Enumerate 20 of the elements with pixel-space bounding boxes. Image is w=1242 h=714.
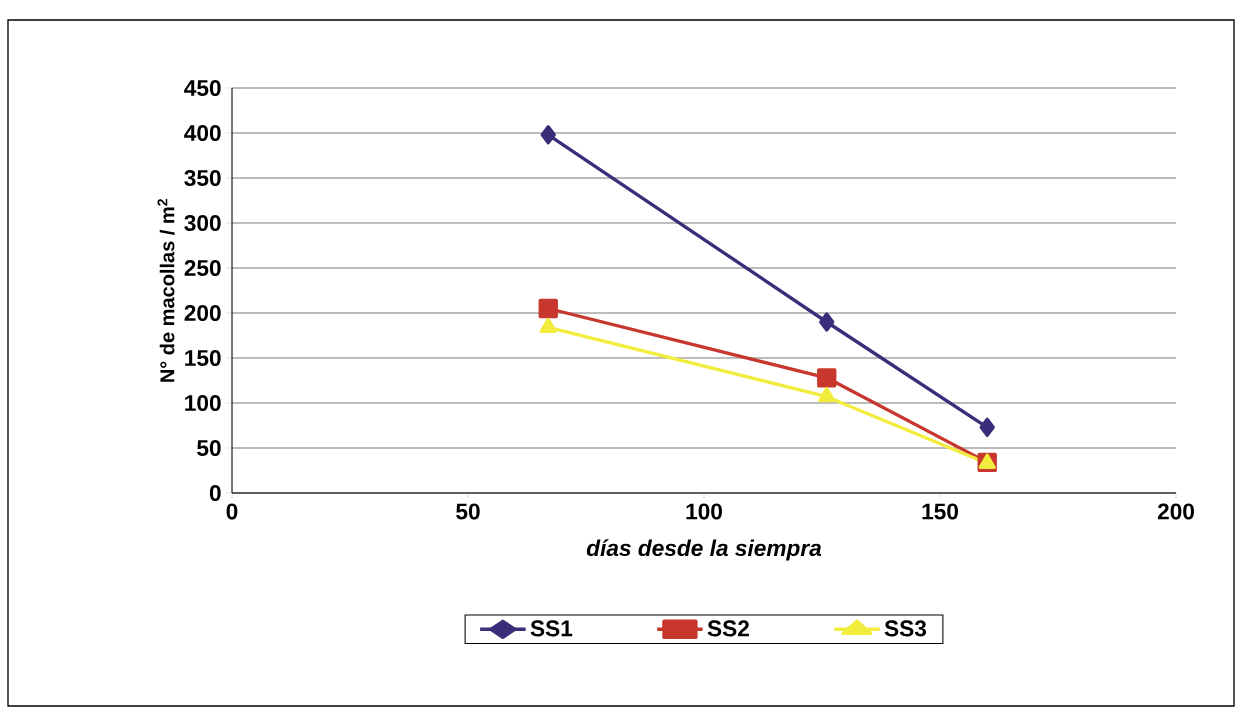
legend-label: SS1: [530, 620, 573, 637]
y-tick-label: 50: [197, 439, 221, 457]
y-tick-label: 250: [184, 259, 221, 277]
y-tick-label: 300: [184, 214, 221, 232]
x-tick-label: 100: [686, 503, 722, 520]
y-axis-title: N° de macollas / m$^{2}$: [157, 199, 175, 382]
x-tick-label: 150: [922, 503, 958, 520]
x-tick-label: 200: [1157, 503, 1194, 520]
y-tick-label: 350: [184, 169, 221, 187]
legend-label: SS3: [884, 620, 927, 637]
legend-label: SS2: [707, 620, 749, 637]
y-tick-label: 450: [184, 79, 221, 97]
y-tick-label: 150: [185, 349, 221, 367]
x-axis-title: días desde la siempra: [586, 539, 822, 561]
y-tick-label: 400: [184, 124, 221, 142]
y-tick-label: 200: [184, 304, 221, 322]
y-tick-label: 0: [209, 484, 221, 502]
x-tick-label: 0: [226, 503, 238, 520]
x-tick-label: 50: [456, 503, 480, 520]
y-tick-label: 100: [185, 394, 221, 412]
